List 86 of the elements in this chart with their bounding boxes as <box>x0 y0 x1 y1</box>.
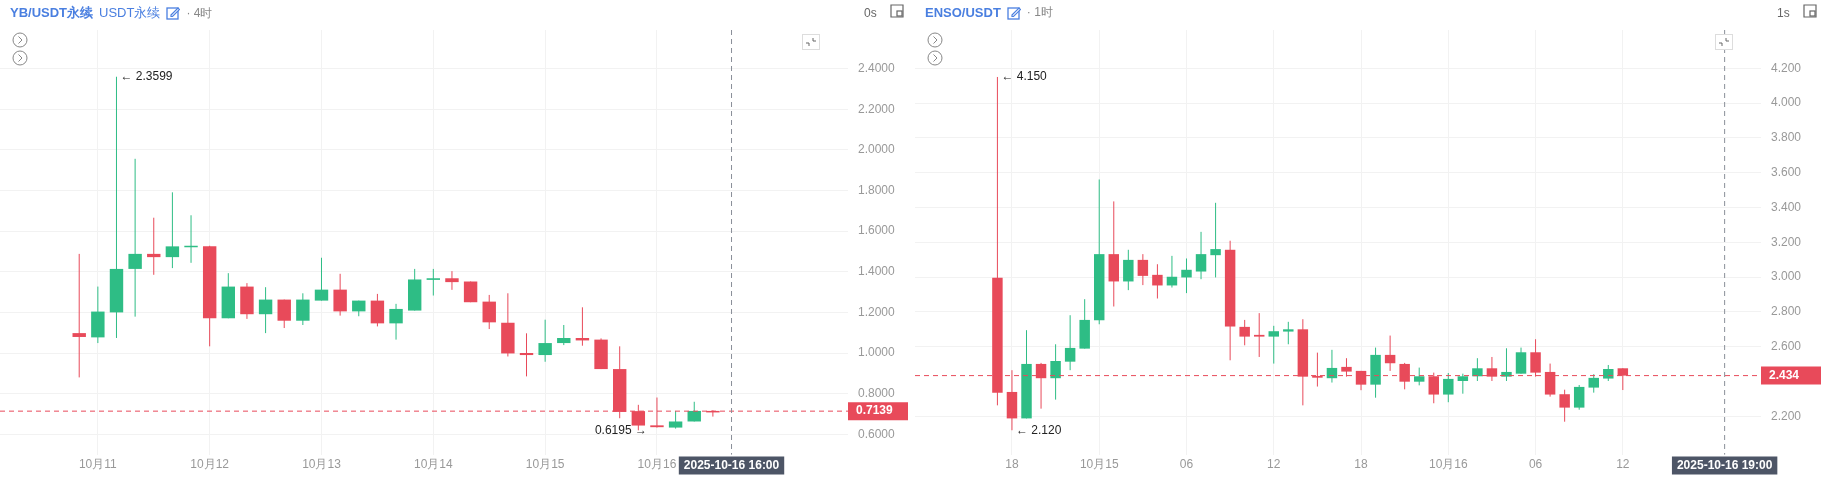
x-tick-label: 10月16 <box>1428 457 1468 472</box>
chart-subtitle: USDT永续 <box>99 4 161 22</box>
y-tick-label: 3.000 <box>1771 269 1802 284</box>
x-tick-label: 10月16 <box>637 457 677 472</box>
y-tick-label: 2.0000 <box>858 142 896 157</box>
y-tick-label: 3.800 <box>1771 130 1802 145</box>
x-tick-label: 10月13 <box>302 457 342 472</box>
y-tick-label: 2.200 <box>1771 408 1802 423</box>
candlestick <box>1384 335 1396 372</box>
candlestick <box>1210 202 1221 278</box>
candlestick <box>1137 253 1149 286</box>
y-tick-label: 3.600 <box>1771 165 1802 180</box>
chart-title: ENSO/USDT <box>925 5 1001 20</box>
ref-line-label: 0.7139 <box>856 403 894 418</box>
y-tick-label: 2.800 <box>1771 304 1802 319</box>
candlestick <box>1501 347 1512 382</box>
x-tick-label: 12 <box>1616 457 1630 472</box>
x-tick-label: 10月15 <box>1079 457 1119 472</box>
candlestick <box>389 303 403 341</box>
text: · 1时 <box>1026 4 1053 21</box>
candlestick <box>370 293 385 327</box>
candlestick <box>333 273 347 317</box>
x-tick-label: 18 <box>1005 457 1019 472</box>
candlestick <box>426 268 441 297</box>
candlestick <box>1559 389 1570 423</box>
candlestick <box>1268 325 1279 365</box>
annotation: 0.6195 → <box>594 422 647 437</box>
y-tick-label: 2.4000 <box>858 60 896 75</box>
x-tick-label: 06 <box>1179 457 1194 472</box>
candlestick <box>1050 343 1061 401</box>
candlestick <box>445 270 459 291</box>
ref-line-label: 2025-10-16 16:00 <box>683 457 780 472</box>
candlestick <box>1152 263 1163 300</box>
y-tick-label: 2.2000 <box>858 101 896 116</box>
y-tick-label: 1.8000 <box>858 182 896 197</box>
candlestick <box>314 257 329 302</box>
candlestick <box>165 191 180 269</box>
y-tick-label: 0.6000 <box>858 426 896 441</box>
y-tick-label: 3.200 <box>1771 234 1802 249</box>
y-tick-label: 0.8000 <box>858 385 896 400</box>
annotation: ← 2.120 <box>1015 422 1062 437</box>
x-tick-label: 18 <box>1354 457 1369 472</box>
x-tick-label: 10月12 <box>190 457 230 472</box>
candlestick <box>1181 257 1192 294</box>
ref-line-label: 2.434 <box>1769 367 1800 382</box>
candlestick <box>1515 347 1527 375</box>
annotation: ← 2.3599 <box>120 69 173 84</box>
candlestick <box>258 286 273 334</box>
candlestick <box>519 332 534 377</box>
x-tick-label: 12 <box>1267 457 1281 472</box>
y-tick-label: 1.0000 <box>858 345 896 360</box>
candlestick <box>1573 384 1585 411</box>
candlestick <box>1239 319 1250 346</box>
annotation: ← 4.150 <box>1001 69 1048 84</box>
candlestick <box>1064 314 1076 371</box>
x-tick-label: 10月11 <box>78 457 118 472</box>
candlestick <box>1283 321 1294 345</box>
candlestick <box>277 299 291 329</box>
candlestick <box>128 158 142 318</box>
y-tick-label: 1.4000 <box>858 264 896 279</box>
y-tick-label: 4.000 <box>1771 95 1802 110</box>
chart-title: YB/USDT永续 <box>10 4 94 22</box>
text: 1s <box>1777 6 1790 20</box>
candlestick <box>1588 373 1599 394</box>
candlestick <box>1457 373 1469 395</box>
y-tick-label: 1.6000 <box>858 223 896 238</box>
candlestick <box>1123 249 1134 291</box>
text: 0s <box>864 6 877 20</box>
candlestick <box>1253 312 1265 358</box>
candlestick <box>72 253 86 378</box>
x-tick-label: 06 <box>1528 457 1543 472</box>
candlestick <box>1443 372 1454 403</box>
y-tick-label: 2.600 <box>1771 339 1802 354</box>
y-tick-label: 4.200 <box>1771 60 1802 75</box>
candlestick <box>538 319 552 363</box>
candlestick <box>1195 231 1207 280</box>
candlestick <box>1472 357 1483 382</box>
x-tick-label: 10月15 <box>525 457 565 472</box>
y-tick-label: 3.400 <box>1771 199 1802 214</box>
x-tick-label: 10月14 <box>413 457 453 472</box>
candlestick <box>296 292 310 326</box>
y-tick-label: 1.2000 <box>858 304 896 319</box>
ref-line-label: 2025-10-16 19:00 <box>1676 457 1773 472</box>
candlestick <box>557 324 571 346</box>
text: · 4时 <box>186 4 213 22</box>
candlestick <box>482 294 496 330</box>
